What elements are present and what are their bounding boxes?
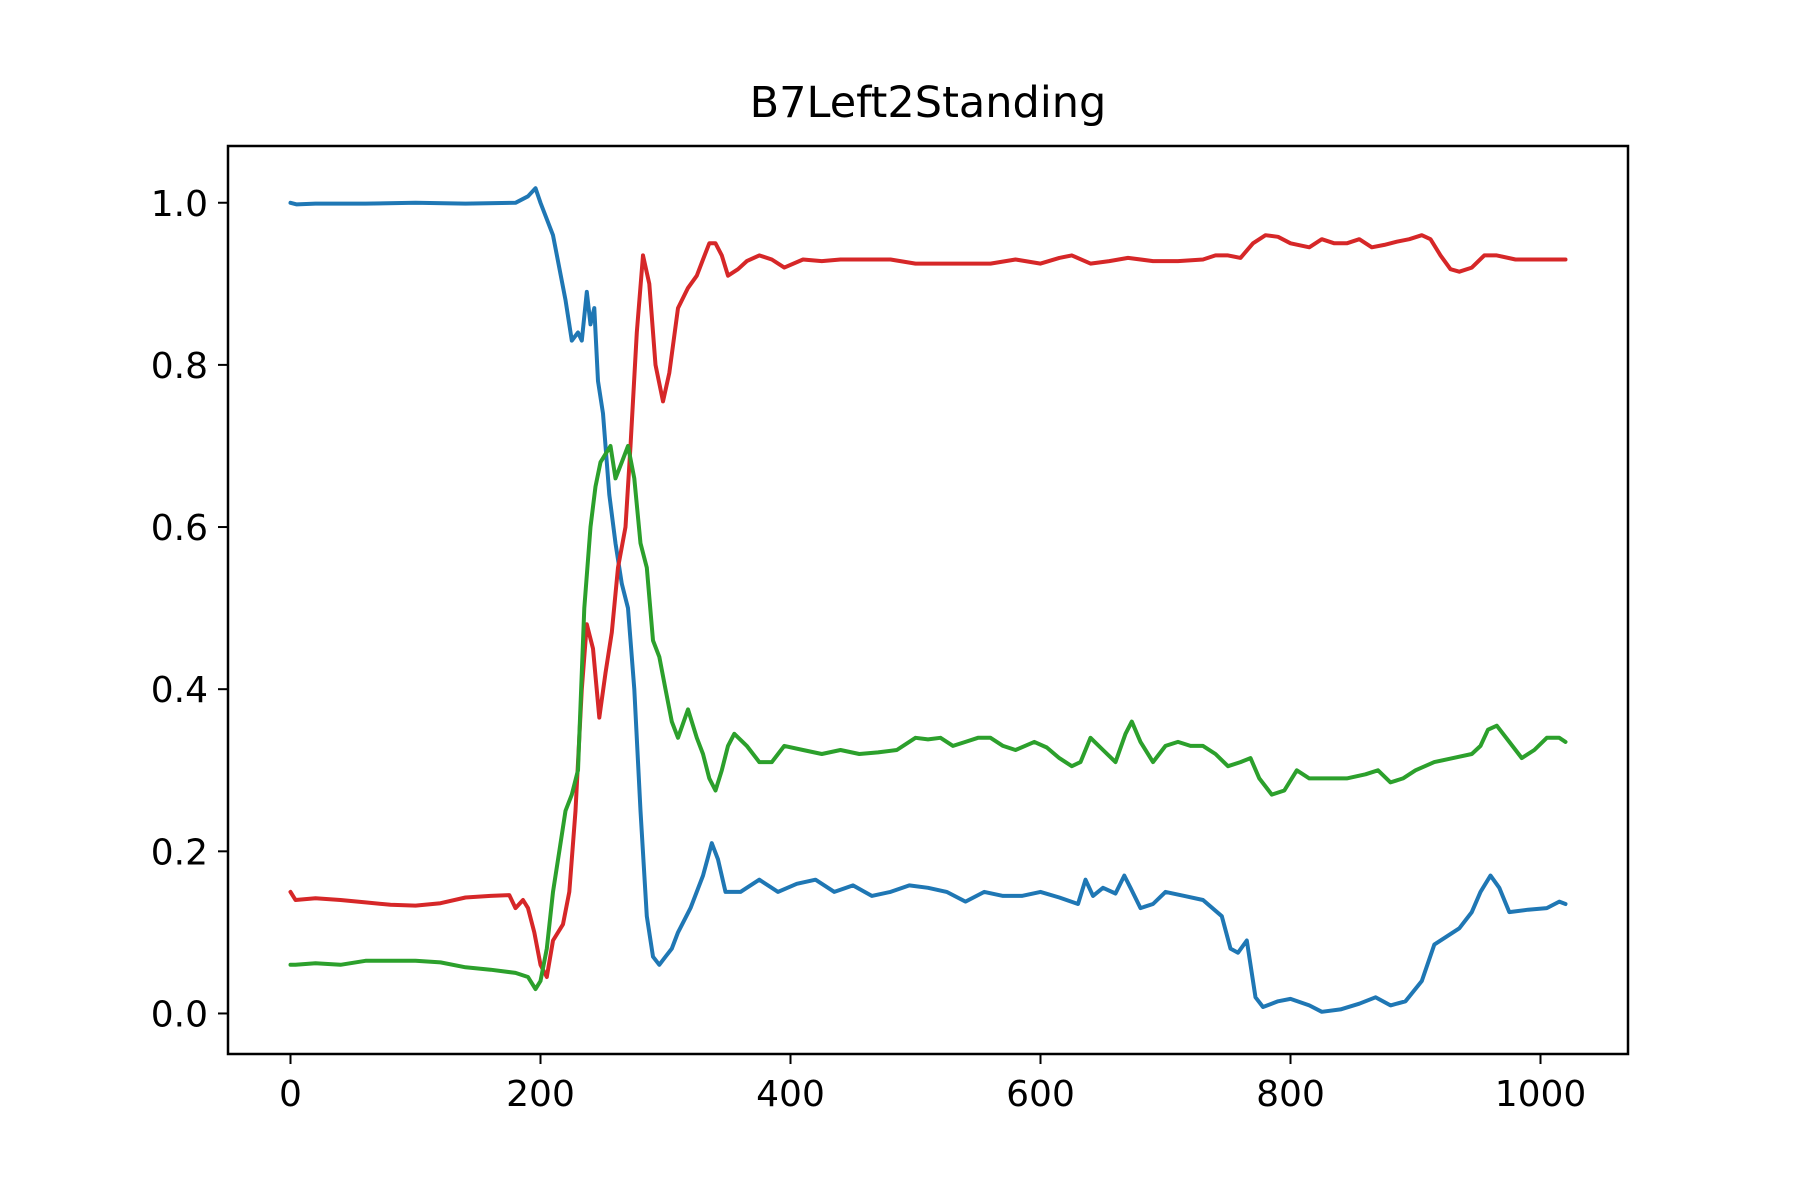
- x-tick-label: 200: [506, 1074, 575, 1115]
- chart-title: B7Left2Standing: [750, 78, 1107, 128]
- series-line-2: [288, 233, 1568, 979]
- x-tick-label: 0: [279, 1074, 302, 1115]
- x-tick-label: 400: [756, 1074, 825, 1115]
- x-axis: 0 200 400 600 800 1000: [279, 1054, 1586, 1115]
- y-tick-label: 0.0: [151, 994, 208, 1035]
- y-tick-label: 0.8: [151, 346, 208, 387]
- x-tick-label: 600: [1006, 1074, 1075, 1115]
- y-axis: 0.0 0.2 0.4 0.6 0.8 1.0: [151, 184, 228, 1035]
- x-tick-label: 800: [1256, 1074, 1325, 1115]
- y-tick-label: 1.0: [151, 184, 208, 225]
- plot-frame: [226, 144, 1630, 1056]
- y-tick-label: 0.2: [151, 832, 208, 873]
- y-tick-label: 0.4: [151, 670, 208, 711]
- series-line-3: [288, 444, 1568, 992]
- y-tick-label: 0.6: [151, 508, 208, 549]
- series-layer: [288, 186, 1568, 1014]
- x-tick-label: 1000: [1495, 1074, 1587, 1115]
- series-line-1: [288, 186, 1568, 1014]
